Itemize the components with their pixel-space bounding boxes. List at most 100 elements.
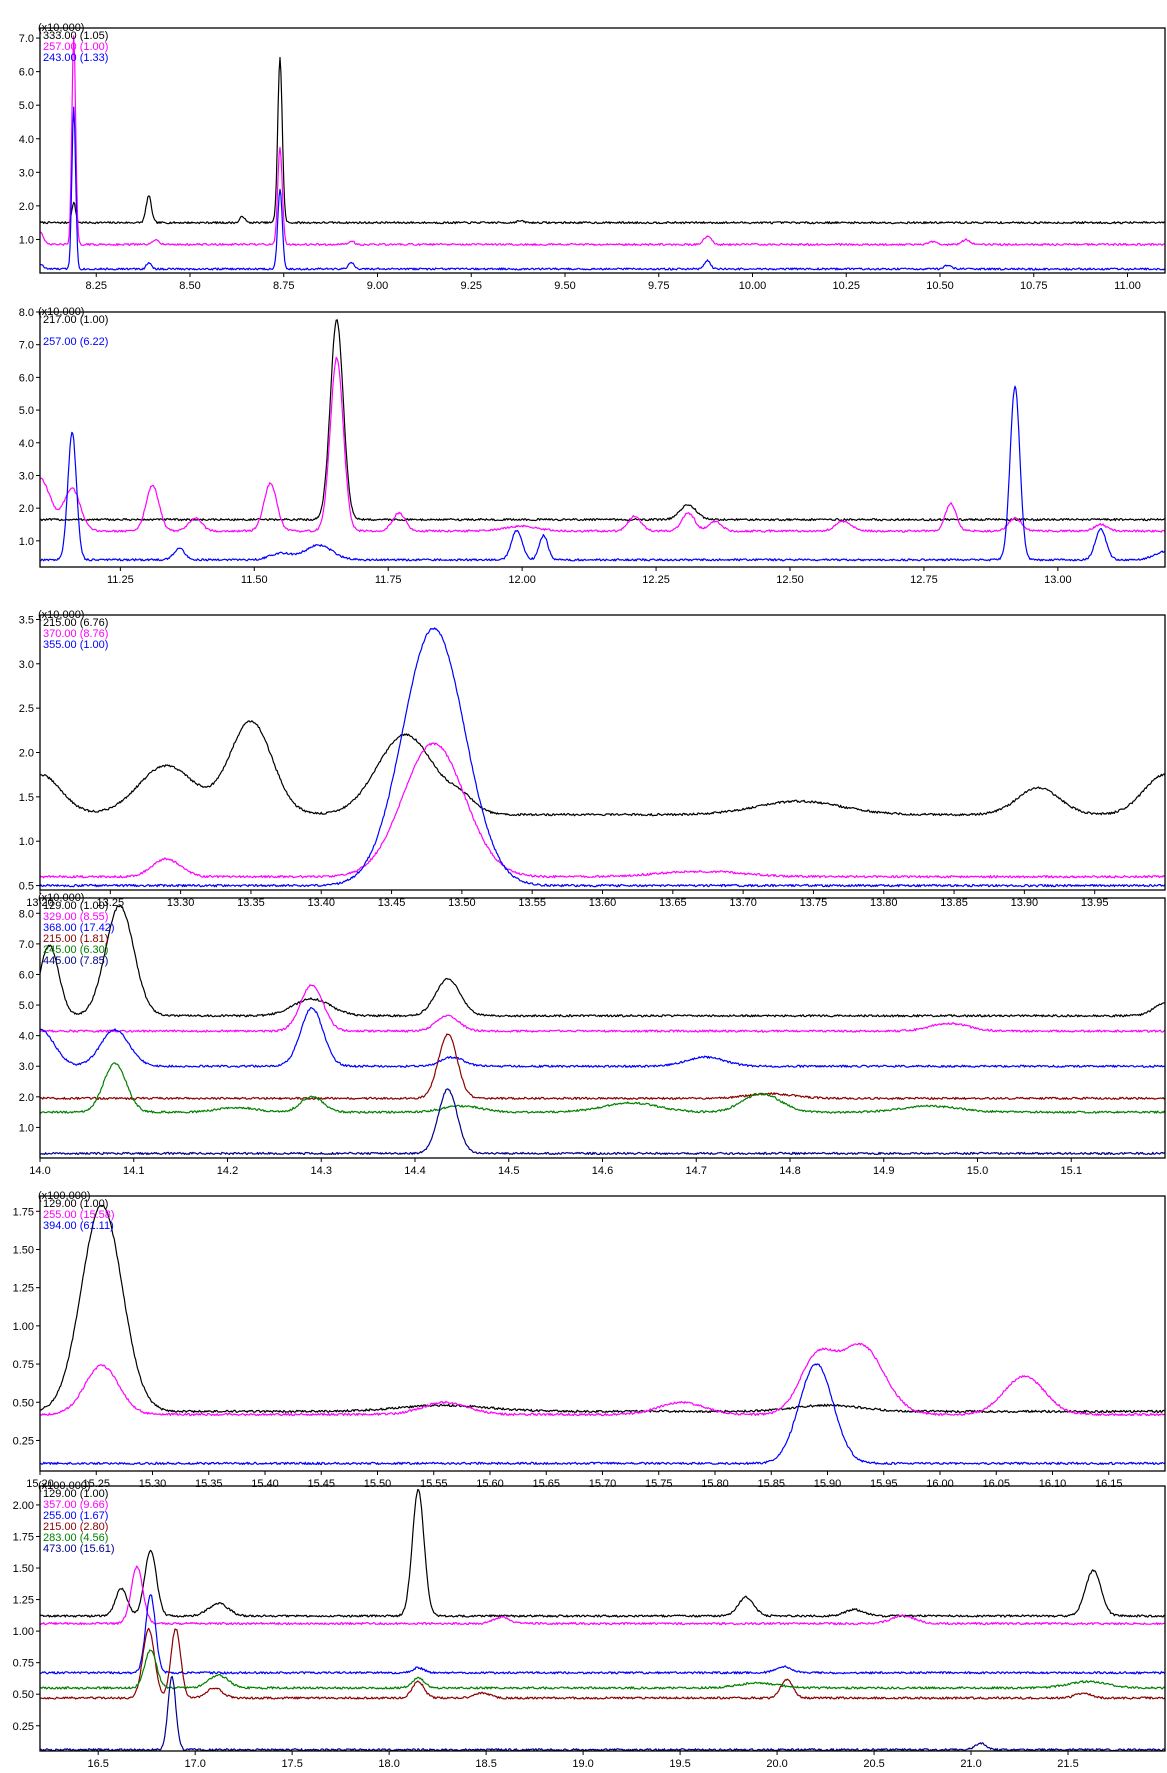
y-tick-label: 1.00 <box>13 1321 34 1333</box>
x-tick-label: 15.90 <box>814 1478 842 1490</box>
trace-series-1 <box>40 1488 1165 1618</box>
y-tick-label: 6.0 <box>19 372 34 384</box>
x-tick-label: 15.95 <box>870 1478 898 1490</box>
y-tick-label: 3.0 <box>19 167 34 179</box>
x-tick-label: 15.60 <box>476 1478 504 1490</box>
x-tick-label: 15.85 <box>757 1478 785 1490</box>
legend-entry-3: 243.00 (1.33) <box>43 52 108 64</box>
y-tick-label: 0.75 <box>13 1658 34 1670</box>
plot-frame <box>39 1485 1166 1752</box>
y-tick-label: 1.0 <box>19 234 34 246</box>
plot-frame <box>39 897 1166 1159</box>
trace-series-5 <box>40 1062 1165 1114</box>
y-tick-label: 4.0 <box>19 1031 34 1043</box>
x-tick-label: 10.00 <box>739 280 767 292</box>
x-tick-label: 13.65 <box>659 897 687 909</box>
x-tick-label: 15.80 <box>701 1478 729 1490</box>
x-tick-label: 13.75 <box>800 897 828 909</box>
x-tick-label: 14.5 <box>498 1165 519 1177</box>
x-tick-label: 13.50 <box>448 897 476 909</box>
trace-series-2 <box>40 1342 1165 1417</box>
x-tick-label: 12.00 <box>508 574 536 586</box>
legend-entry-2: 357.00 (9.66) <box>43 1499 108 1511</box>
y-tick-label: 5.0 <box>19 1000 34 1012</box>
trace-series-2 <box>40 356 1165 533</box>
x-tick-label: 13.00 <box>1044 574 1072 586</box>
y-tick-label: 2.0 <box>19 1092 34 1104</box>
x-tick-label: 13.95 <box>1081 897 1109 909</box>
x-tick-label: 15.30 <box>139 1478 167 1490</box>
trace-series-2 <box>40 984 1165 1033</box>
chromatogram-panel-5: (x100,000) 0.25 0.50 0.75 1.00 1.25 1.50 1.75 15… <box>0 1178 1167 1493</box>
x-tick-label: 13.90 <box>1011 897 1039 909</box>
x-tick-label: 16.05 <box>982 1478 1010 1490</box>
x-tick-label: 15.20 <box>26 1478 54 1490</box>
y-tick-label: 3.0 <box>19 659 34 671</box>
x-tick-label: 9.50 <box>554 280 575 292</box>
trace-series-1 <box>40 720 1165 817</box>
chart-svg: (x10,000)1.02.03.04.05.06.07.08.25 8.50 8.… <box>19 22 1166 292</box>
x-tick-label: 17.0 <box>184 1758 205 1770</box>
y-tick-label: 0.25 <box>13 1435 34 1447</box>
x-tick-label: 13.55 <box>518 897 546 909</box>
trace-series-4 <box>40 1627 1165 1700</box>
x-tick-label: 13.85 <box>940 897 968 909</box>
x-tick-label: 13.80 <box>870 897 898 909</box>
chromatogram-panel-2: (x10,000) 1.0 2.0 3.0 4.0 5.0 6.0 7.0 8.0 11.25 11… <box>0 290 1167 589</box>
y-tick-label: 3.0 <box>19 470 34 482</box>
y-tick-label: 1.50 <box>13 1244 34 1256</box>
x-tick-label: 9.75 <box>648 280 669 292</box>
y-tick-label: 2.0 <box>19 748 34 760</box>
y-tick-label: 8.0 <box>19 307 34 319</box>
y-tick-label: 6.0 <box>19 67 34 79</box>
x-tick-label: 15.35 <box>195 1478 223 1490</box>
legend-entry-2: 329.00 (8.55) <box>43 911 108 923</box>
legend-entry-6: 445.00 (7.85) <box>43 955 108 967</box>
trace-series-2 <box>40 1565 1165 1626</box>
trace-series-3 <box>40 385 1165 562</box>
legend-entry-1: 129.00 (1.00) <box>43 1488 108 1500</box>
y-tick-label: 1.0 <box>19 536 34 548</box>
x-tick-label: 12.25 <box>642 574 670 586</box>
x-tick-label: 11.75 <box>375 574 402 586</box>
trace-series-1 <box>40 1204 1165 1414</box>
x-tick-label: 13.45 <box>378 897 406 909</box>
plot-frame <box>39 614 1166 891</box>
legend-entry-3: 257.00 (6.22) <box>43 336 108 348</box>
y-tick-label: 1.00 <box>13 1626 34 1638</box>
x-tick-label: 19.0 <box>572 1758 593 1770</box>
x-tick-label: 10.25 <box>832 280 860 292</box>
x-tick-label: 19.5 <box>669 1758 690 1770</box>
x-tick-label: 14.6 <box>592 1165 613 1177</box>
chart-svg: (x10,000)1.02.03.04.05.06.07.08.011.25 11… <box>19 306 1166 586</box>
y-tick-label: 1.5 <box>19 792 34 804</box>
x-tick-label: 14.3 <box>311 1165 332 1177</box>
x-tick-label: 17.5 <box>281 1758 302 1770</box>
y-tick-label: 5.0 <box>19 100 34 112</box>
trace-series-3 <box>40 1363 1165 1466</box>
trace-series-3 <box>40 1594 1165 1675</box>
x-tick-label: 14.9 <box>873 1165 894 1177</box>
x-tick-label: 18.5 <box>475 1758 496 1770</box>
x-tick-label: 15.65 <box>532 1478 560 1490</box>
chromatogram-panel-4: (x10,000) 1.0 2.0 3.0 4.0 5.0 6.0 7.0 8.0 14.0 14.… <box>0 880 1167 1180</box>
x-tick-label: 15.0 <box>967 1165 988 1177</box>
x-tick-label: 21.5 <box>1057 1758 1078 1770</box>
y-tick-label: 1.50 <box>13 1563 34 1575</box>
x-tick-label: 13.30 <box>167 897 195 909</box>
trace-series-3 <box>40 1006 1165 1068</box>
x-tick-label: 13.35 <box>237 897 265 909</box>
x-tick-label: 15.50 <box>364 1478 392 1490</box>
x-tick-label: 14.4 <box>404 1165 425 1177</box>
x-tick-label: 15.25 <box>82 1478 110 1490</box>
x-tick-label: 12.75 <box>910 574 938 586</box>
trace-series-5 <box>40 1649 1165 1690</box>
chart-svg: (x10,000)1.02.03.04.05.06.07.08.014.0 14.… <box>19 892 1166 1177</box>
legend-entry-5: 283.00 (4.56) <box>43 1532 108 1544</box>
legend-entry-2: 370.00 (8.76) <box>43 628 108 640</box>
y-tick-label: 2.5 <box>19 703 34 715</box>
y-tick-label: 0.50 <box>13 1397 34 1409</box>
x-tick-label: 15.40 <box>251 1478 279 1490</box>
x-tick-label: 13.40 <box>307 897 335 909</box>
y-tick-label: 3.0 <box>19 1061 34 1073</box>
